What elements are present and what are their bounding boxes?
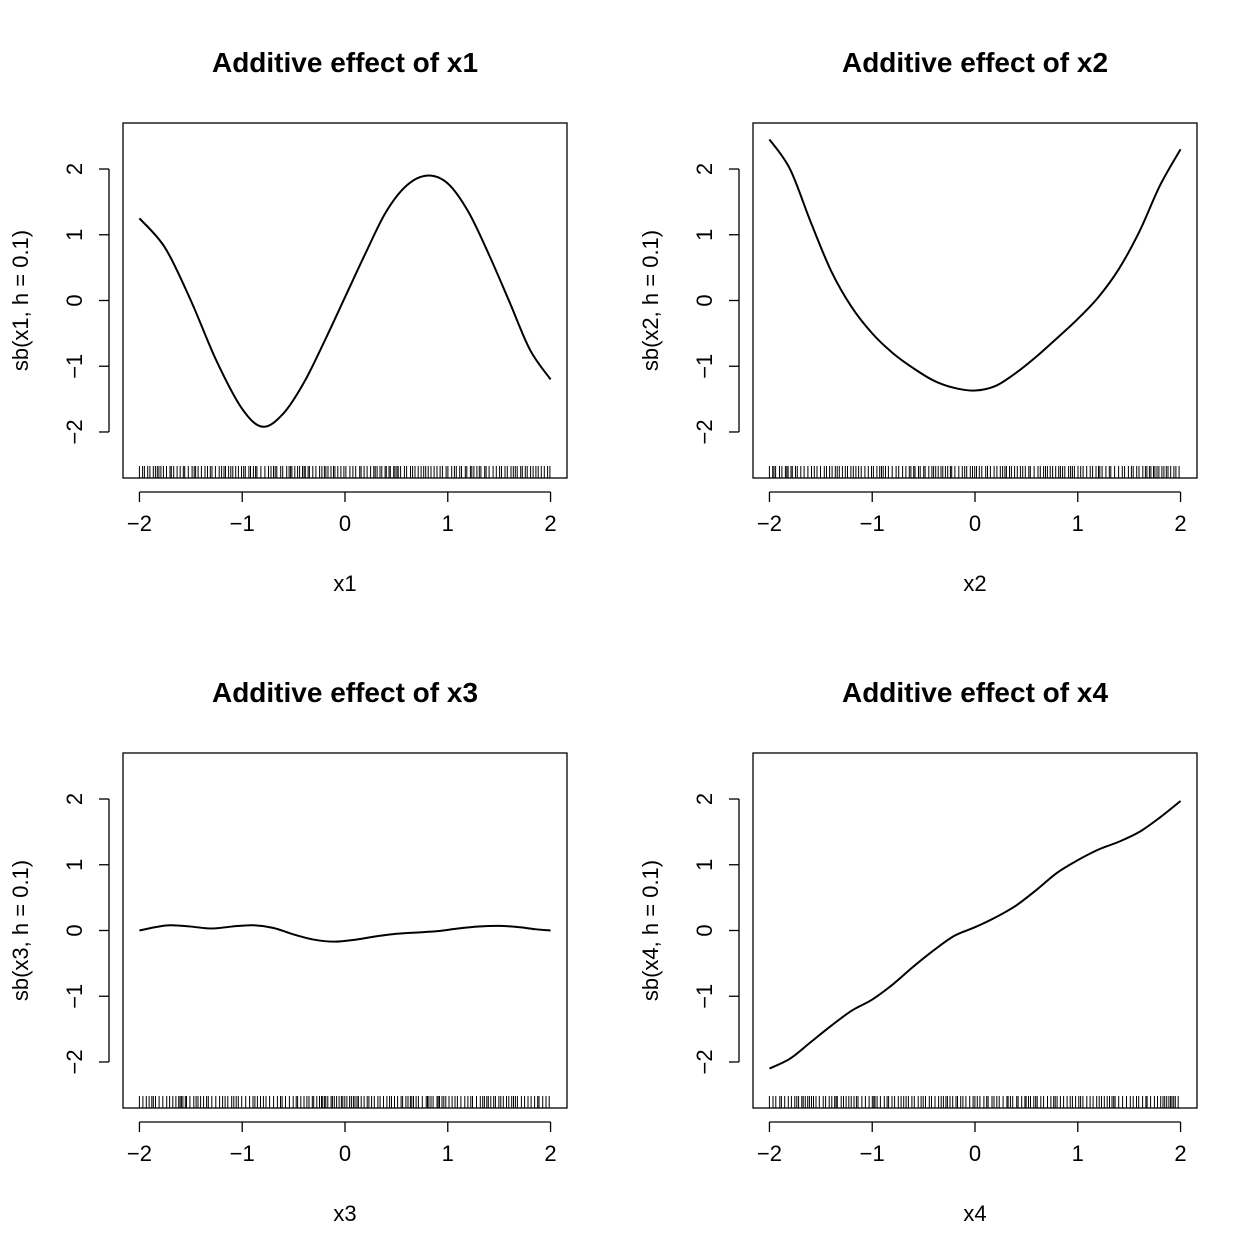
x-tick-label: −1	[230, 1141, 255, 1166]
y-tick-label: −2	[62, 1049, 87, 1074]
plot-frame	[752, 752, 1198, 1109]
plot-frame	[752, 122, 1198, 479]
rug-marks	[138, 1096, 550, 1108]
x-tick-label: −1	[860, 1141, 885, 1166]
panel-title: Additive effect of x1	[212, 47, 478, 78]
effect-curve	[138, 174, 552, 428]
x-tick-label: 1	[442, 511, 454, 536]
y-tick-label: −1	[62, 984, 87, 1009]
panel-3: Additive effect of x3 −2 −1 0 1 2 −2 −1 0 1 2 x3 sb(…	[8, 677, 568, 1226]
y-axis-label: sb(x3, h = 0.1)	[8, 860, 33, 1001]
y-tick-label: 1	[692, 859, 717, 871]
x-axis-label: x2	[963, 571, 986, 596]
y-tick-label: 1	[62, 859, 87, 871]
x-tick-label: 0	[969, 1141, 981, 1166]
y-tick-label: 2	[692, 793, 717, 805]
x-tick-label: 0	[339, 1141, 351, 1166]
y-tick-label: 0	[62, 924, 87, 936]
x-axis-label: x1	[333, 571, 356, 596]
x-axis-label: x4	[963, 1201, 986, 1226]
y-tick-label: 0	[692, 294, 717, 306]
y-tick-label: −1	[692, 984, 717, 1009]
panel-2: Additive effect of x2 −2 −1 0 1 2 −2 −1 0 1 2 x2 sb(…	[638, 47, 1198, 596]
panel-title: Additive effect of x4	[842, 677, 1108, 708]
x-tick-label: 0	[969, 511, 981, 536]
x-tick-label: −2	[127, 511, 152, 536]
x-tick-label: −1	[860, 511, 885, 536]
x-tick-label: 1	[442, 1141, 454, 1166]
x-tick-label: 0	[339, 511, 351, 536]
x-tick-label: −1	[230, 511, 255, 536]
x-tick-label: 2	[1174, 511, 1186, 536]
y-axis-label: sb(x1, h = 0.1)	[8, 230, 33, 371]
y-tick-label: 1	[62, 229, 87, 241]
y-tick-label: −2	[62, 419, 87, 444]
x-tick-label: 1	[1072, 1141, 1084, 1166]
y-axis-label: sb(x4, h = 0.1)	[638, 860, 663, 1001]
x-tick-label: −2	[127, 1141, 152, 1166]
y-tick-label: 2	[62, 793, 87, 805]
effect-curve	[769, 800, 1182, 1070]
y-axis-label: sb(x2, h = 0.1)	[638, 230, 663, 371]
panel-title: Additive effect of x2	[842, 47, 1108, 78]
plot-frame	[122, 752, 568, 1109]
x-axis-label: x3	[333, 1201, 356, 1226]
y-tick-label: −2	[692, 1049, 717, 1074]
effect-curve	[139, 924, 551, 943]
y-tick-label: 2	[62, 163, 87, 175]
x-tick-label: 2	[544, 511, 556, 536]
y-tick-label: −1	[692, 354, 717, 379]
panel-title: Additive effect of x3	[212, 677, 478, 708]
rug-marks	[138, 466, 551, 478]
y-tick-label: −1	[62, 354, 87, 379]
x-tick-label: 1	[1072, 511, 1084, 536]
y-tick-label: 2	[692, 163, 717, 175]
x-tick-label: 2	[1174, 1141, 1186, 1166]
y-tick-label: 0	[692, 924, 717, 936]
x-tick-label: −2	[757, 1141, 782, 1166]
plot-frame	[122, 122, 568, 479]
effect-curve	[768, 138, 1182, 392]
rug-marks	[768, 466, 1180, 478]
panel-4: Additive effect of x4 −2 −1 0 1 2 −2 −1 0 1 2 x4 sb(…	[638, 677, 1198, 1226]
x-tick-label: −2	[757, 511, 782, 536]
y-tick-label: 1	[692, 229, 717, 241]
y-tick-label: −2	[692, 419, 717, 444]
x-tick-label: 2	[544, 1141, 556, 1166]
y-tick-label: 0	[62, 294, 87, 306]
panel-1: Additive effect of x1 −2 −1 0 1 2 −2 −1 0 1 2 x1 sb(…	[8, 47, 568, 596]
rug-marks	[768, 1096, 1179, 1108]
